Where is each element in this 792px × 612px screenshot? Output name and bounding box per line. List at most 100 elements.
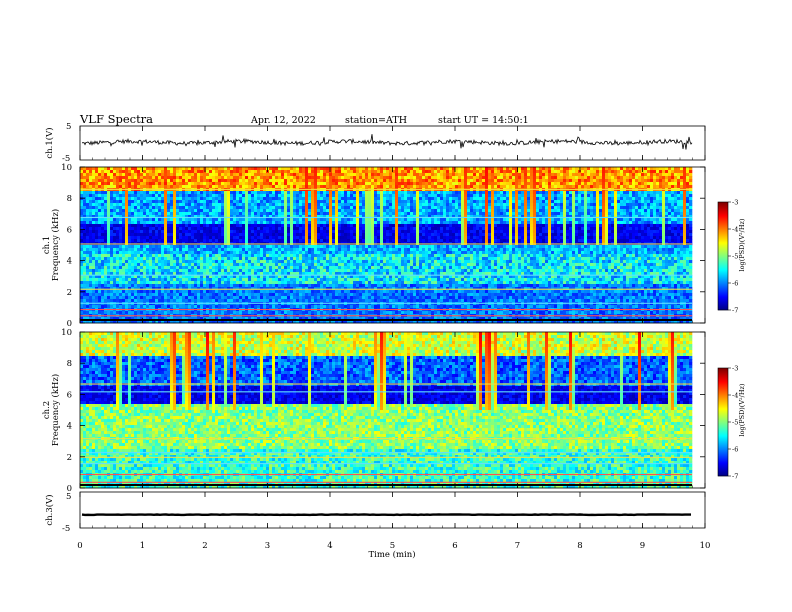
ch1-colorbar-cell — [718, 206, 728, 208]
ch2-colorbar-cell — [718, 368, 728, 370]
ch2-colorbar-cell — [718, 467, 728, 469]
ch1-colorbar-cell — [718, 235, 728, 237]
ch2-colorbar-cell — [718, 394, 728, 396]
ch1-colorbar-cell — [718, 204, 728, 206]
ch1-colorbar-cell — [718, 240, 728, 242]
ch1-waveform-line — [81, 134, 693, 150]
ch1-colorbar-cell — [718, 305, 728, 307]
ch1-colorbar-cell — [718, 207, 728, 209]
ch1-spectrogram-panel: 0 2 4 6 8 10 ch.1 Frequency (kHz) — [42, 163, 706, 329]
ch2-colorbar-cell — [718, 384, 728, 386]
ch2-colorbar-cell — [718, 402, 728, 404]
ch2-colorbar-cell — [718, 464, 728, 466]
ch2-colorbar-tick-label: -6 — [732, 446, 738, 454]
ch3-waveform-panel: 5 -5 ch.3(V) — [44, 491, 706, 534]
ch2-colorbar-cell — [718, 443, 728, 445]
xtick-label: 9 — [640, 541, 645, 551]
ch2-colorbar-cell — [718, 386, 728, 388]
ch1-colorbar-cell — [718, 247, 728, 249]
ch2-colorbar-tick-label: -7 — [732, 473, 738, 481]
ch2-colorbar-cell — [718, 434, 728, 436]
ch2-spec-ylabel-line2: Frequency (kHz) — [50, 374, 61, 446]
ch2-colorbar-cell — [718, 475, 728, 477]
xtick-label: 8 — [577, 541, 582, 551]
ch2-spec-ylabel-line1: ch.2 — [42, 401, 52, 419]
ch2-colorbar-cell — [718, 442, 728, 444]
ch1-colorbar-cell — [718, 227, 728, 229]
ch2-spectrogram-heatmap — [80, 332, 705, 489]
ch1-colorbar-cell — [718, 209, 728, 211]
ch1-colorbar-cell — [718, 299, 728, 301]
ch1-colorbar-cell — [718, 234, 728, 236]
ch1-colorbar-cell — [718, 259, 728, 261]
ch1-colorbar-cell — [718, 217, 728, 219]
ch2-colorbar-cell — [718, 408, 728, 410]
ch2-colorbar-cell — [718, 380, 728, 382]
ch1-colorbar-cell — [718, 291, 728, 293]
ch2-colorbar-cell — [718, 407, 728, 409]
ch3-ylabel: ch.3(V) — [44, 494, 55, 525]
ch1-colorbar-cell — [718, 233, 728, 235]
ch1-colorbar-cell — [718, 273, 728, 275]
ch1-colorbar-cell — [718, 295, 728, 297]
ch2-colorbar-cell — [718, 387, 728, 389]
ch1-colorbar-cell — [718, 255, 728, 257]
ch1-colorbar-tick-label: -4 — [732, 226, 738, 234]
ch1-colorbar-cell — [718, 284, 728, 286]
ch2-colorbar-cell — [718, 423, 728, 425]
ch1-colorbar-cell — [718, 269, 728, 271]
ch2-colorbar-cell — [718, 409, 728, 411]
ch2-colorbar-cell — [718, 465, 728, 467]
ch1-colorbar-cell — [718, 263, 728, 265]
ch1-colorbar-cell — [718, 258, 728, 260]
ch1-colorbar-cell — [718, 276, 728, 278]
ch2-colorbar-cell — [718, 371, 728, 373]
xtick-label: 4 — [327, 541, 332, 551]
ch1-colorbar-cell — [718, 252, 728, 254]
ch2-colorbar-cell — [718, 437, 728, 439]
ch2-spec-ytick-label: 0 — [67, 484, 72, 494]
ch1-colorbar-cell — [718, 219, 728, 221]
ch1-colorbar-cell — [718, 231, 728, 233]
xtick-label: 5 — [390, 541, 395, 551]
ch2-colorbar-cell — [718, 429, 728, 431]
ch2-colorbar-cell — [718, 438, 728, 440]
ch2-colorbar-cell — [718, 431, 728, 433]
ch2-colorbar-cell — [718, 426, 728, 428]
ch2-colorbar-cell — [718, 405, 728, 407]
ch1-colorbar-tick-label: -3 — [732, 199, 738, 207]
ch2-colorbar-cell — [718, 391, 728, 393]
ch2-colorbar-cell — [718, 428, 728, 430]
x-axis-label: Time (min) — [368, 549, 415, 560]
ch1-colorbar-cell — [718, 242, 728, 244]
ch2-colorbar-cell — [718, 432, 728, 434]
ch2-colorbar-cell — [718, 457, 728, 459]
ch2-colorbar-cell — [718, 374, 728, 376]
ch2-colorbar-cell — [718, 381, 728, 383]
ch1-colorbar-cell — [718, 272, 728, 274]
ch2-colorbar-cell — [718, 410, 728, 412]
header-station: station=ATH — [345, 115, 407, 126]
ch2-colorbar-cell — [718, 417, 728, 419]
ch2-colorbar-cell — [718, 473, 728, 475]
ch1-colorbar-cell — [718, 306, 728, 308]
ch2-colorbar-cell — [718, 456, 728, 458]
ch2-colorbar-cell — [718, 395, 728, 397]
ch2-colorbar-tick-label: -3 — [732, 365, 738, 373]
ch1-colorbar-cell — [718, 286, 728, 288]
ch2-colorbar-cell — [718, 376, 728, 378]
ch2-colorbar-cell — [718, 401, 728, 403]
ch1-colorbar-cell — [718, 265, 728, 267]
ch1-colorbar-cell — [718, 251, 728, 253]
ch2-colorbar-cell — [718, 440, 728, 442]
ch1-colorbar-cell — [718, 202, 728, 204]
ch1-spec-ylabel-line2: Frequency (kHz) — [50, 209, 61, 281]
ch1-colorbar-cell — [718, 218, 728, 220]
ch1-ylabel: ch.1(V) — [44, 127, 55, 158]
ch1-colorbar-cell — [718, 212, 728, 214]
xtick-label: 6 — [452, 541, 457, 551]
ch1-colorbar-cell — [718, 222, 728, 224]
ch2-colorbar-label: log(PSD)(V²/Hz) — [738, 383, 746, 436]
ch2-colorbar-cell — [718, 433, 728, 435]
ch2-spec-ytick-label: 10 — [61, 328, 72, 338]
